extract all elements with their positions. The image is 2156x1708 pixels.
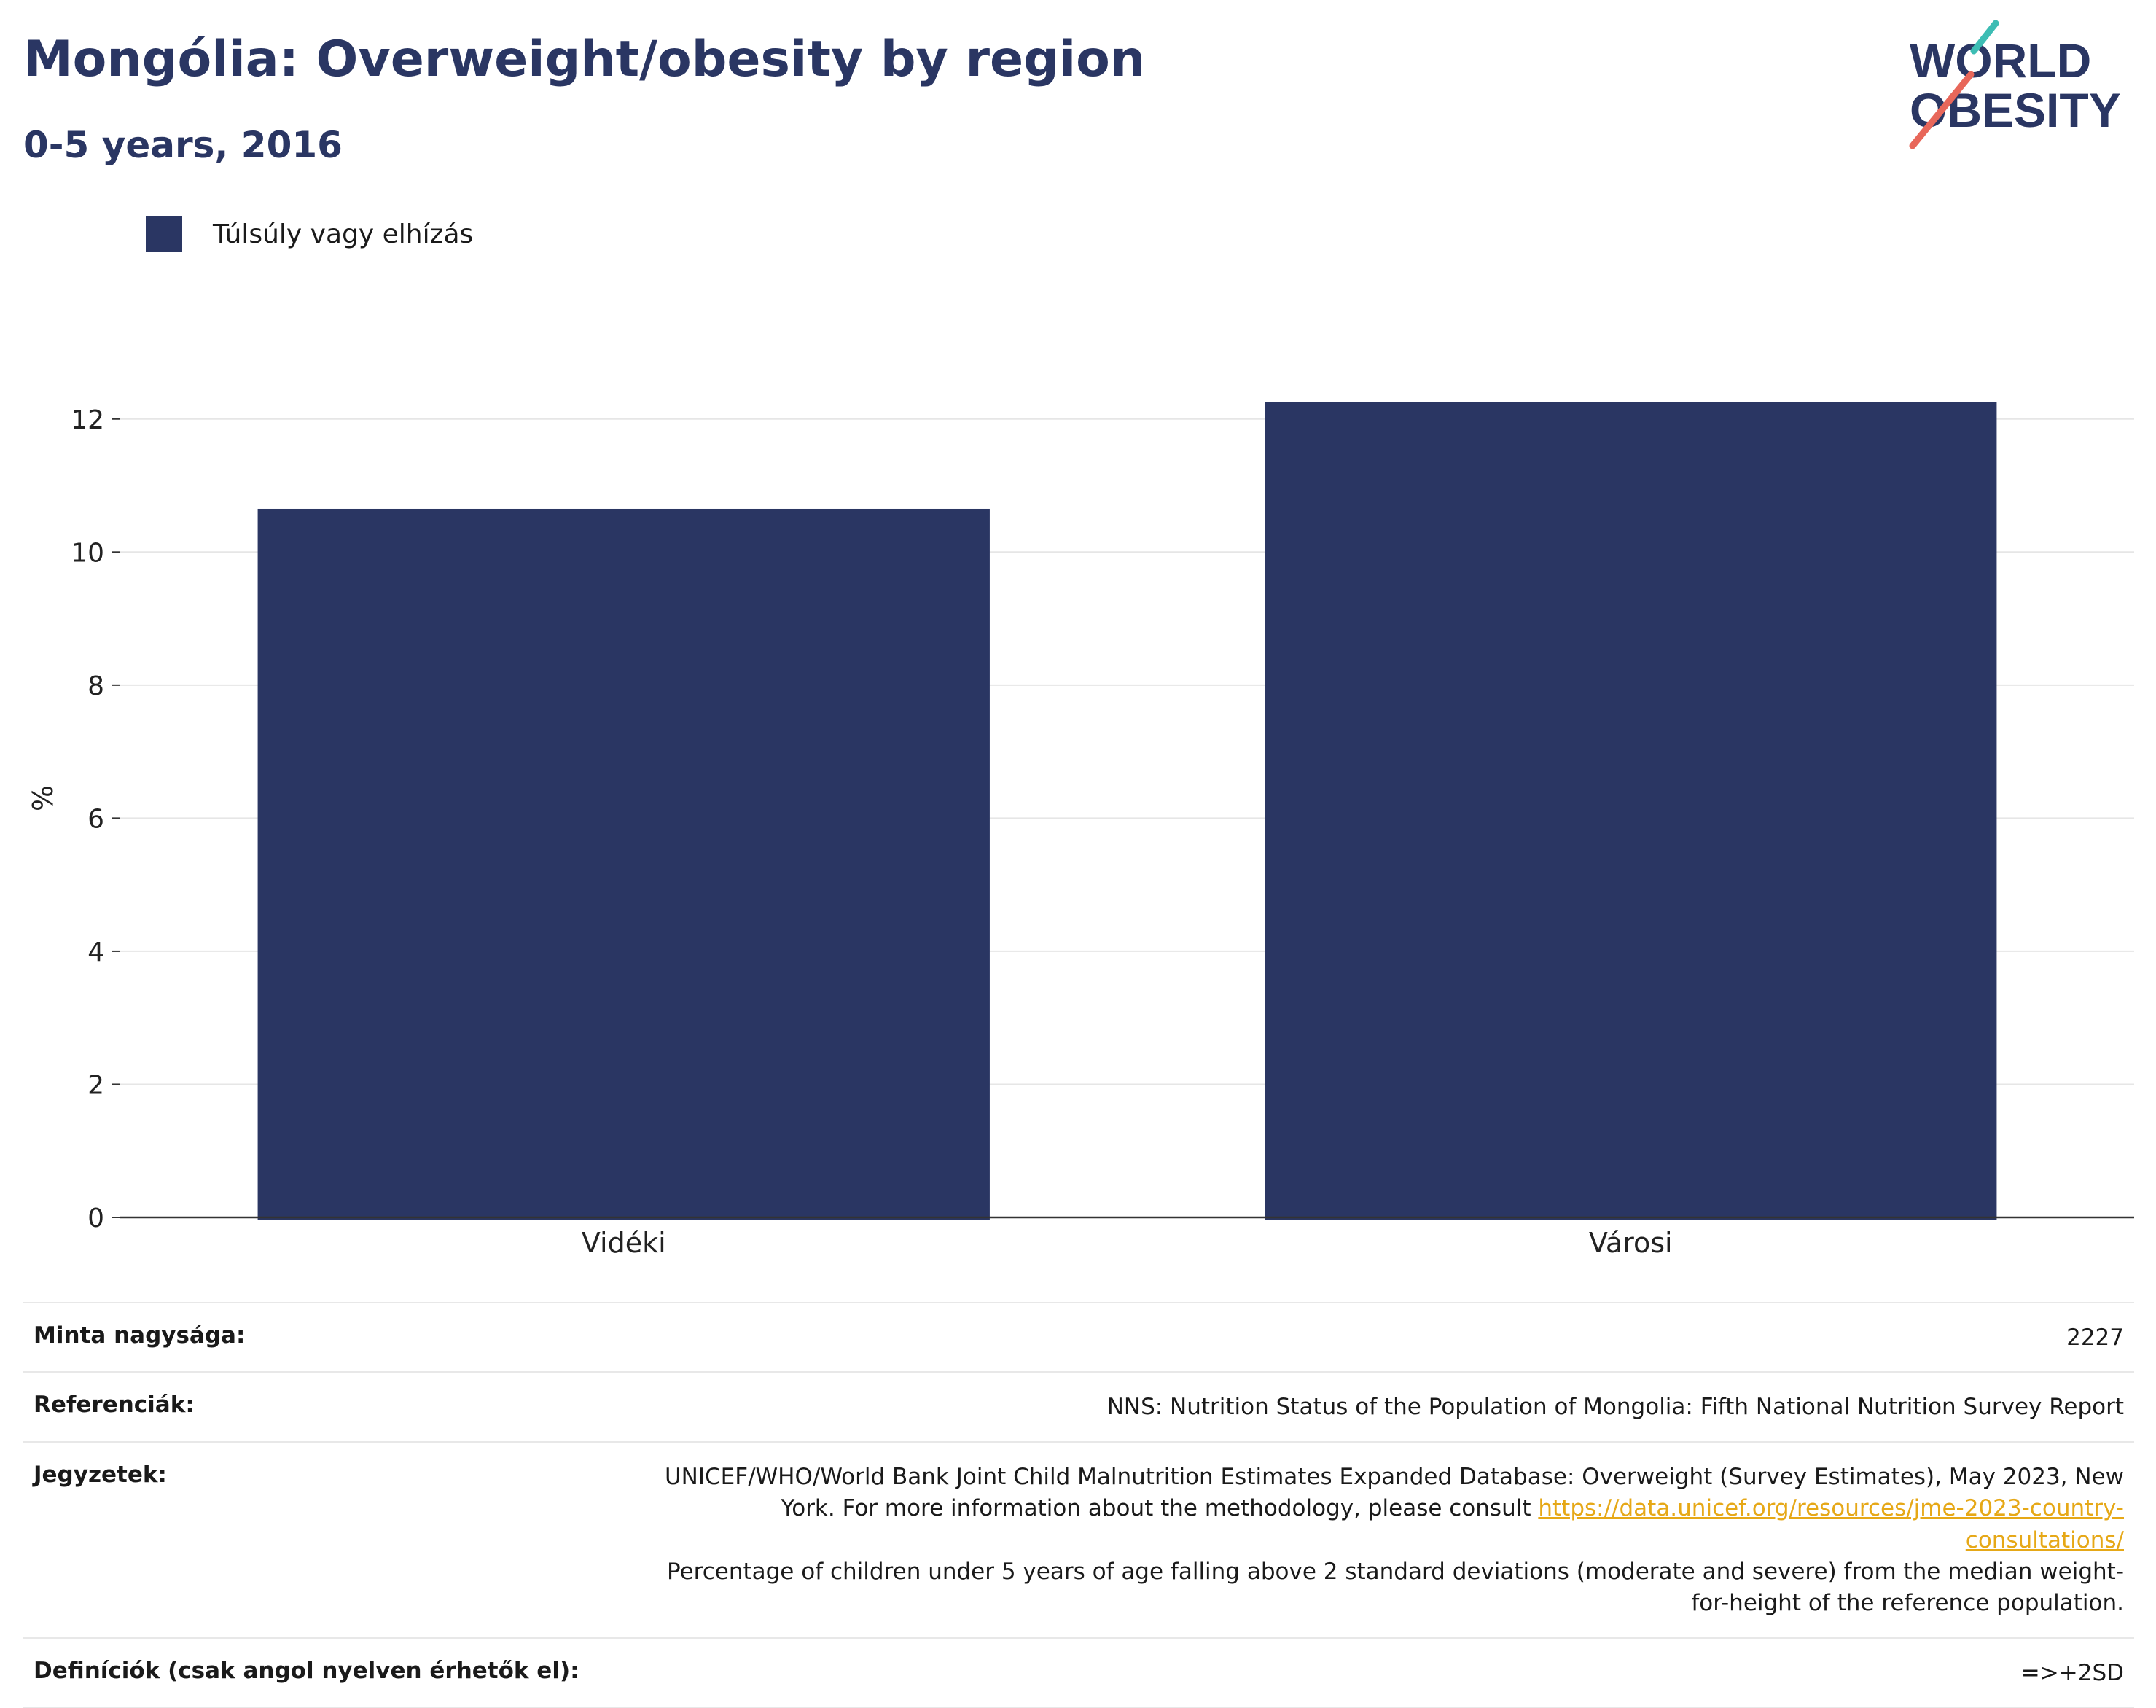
logo-teal-slash: [1970, 20, 1999, 55]
meta-row-notes: Jegyzetek: UNICEF/WHO/World Bank Joint C…: [23, 1443, 2134, 1639]
notes-text-2: Percentage of children under 5 years of …: [666, 1558, 2124, 1617]
notes-link[interactable]: https://data.unicef.org/resources/jme-20…: [1538, 1495, 2124, 1553]
bar: [1265, 402, 1997, 1220]
meta-row-references: Referenciák: NNS: Nutrition Status of th…: [23, 1373, 2134, 1443]
references-label: Referenciák:: [34, 1392, 195, 1419]
notes-label: Jegyzetek:: [34, 1461, 167, 1488]
notes-value: UNICEF/WHO/World Bank Joint Child Malnut…: [630, 1462, 2124, 1620]
meta-row-sample: Minta nagysága: 2227: [23, 1303, 2134, 1373]
notes-text-1: UNICEF/WHO/World Bank Joint Child Malnut…: [664, 1463, 2124, 1522]
y-tick-label: 8: [87, 671, 104, 701]
definitions-label: Definíciók (csak angol nyelven érhetők e…: [34, 1657, 579, 1684]
references-value: NNS: Nutrition Status of the Population …: [1106, 1394, 2124, 1421]
definitions-value: =>+2SD: [2020, 1659, 2124, 1686]
x-tick-label: Városi: [1589, 1227, 1673, 1259]
y-tick-label: 10: [71, 538, 104, 568]
y-tick-label: 6: [87, 804, 104, 834]
y-tick-label: 2: [87, 1070, 104, 1100]
meta-row-definitions: Definíciók (csak angol nyelven érhetők e…: [23, 1639, 2134, 1708]
world-obesity-logo: WORLD OBESITY: [1909, 20, 2121, 149]
y-tick-label: 4: [87, 937, 104, 967]
sample-label: Minta nagysága:: [34, 1322, 246, 1349]
y-axis-title: %: [27, 785, 59, 811]
y-tick-label: 12: [71, 405, 104, 435]
metadata-table: Minta nagysága: 2227 Referenciák: NNS: N…: [23, 1302, 2134, 1708]
sample-value: 2227: [2066, 1325, 2124, 1351]
legend-swatch: [146, 216, 182, 252]
y-tick-label: 0: [87, 1204, 104, 1233]
chart-subtitle: 0-5 years, 2016: [23, 124, 343, 166]
legend-label: Túlsúly vagy elhízás: [213, 219, 474, 249]
logo-line1: WORLD: [1910, 34, 2091, 87]
chart-legend[interactable]: Túlsúly vagy elhízás: [146, 216, 473, 252]
x-tick-label: Vidéki: [582, 1227, 666, 1259]
chart-title: Mongólia: Overweight/obesity by region: [23, 31, 1146, 88]
bar: [257, 508, 990, 1220]
bar-chart: 0 2 4 6 8 10 12 Vidéki Városi%: [27, 402, 2134, 1259]
logo-coral-slash: [1909, 71, 1975, 149]
